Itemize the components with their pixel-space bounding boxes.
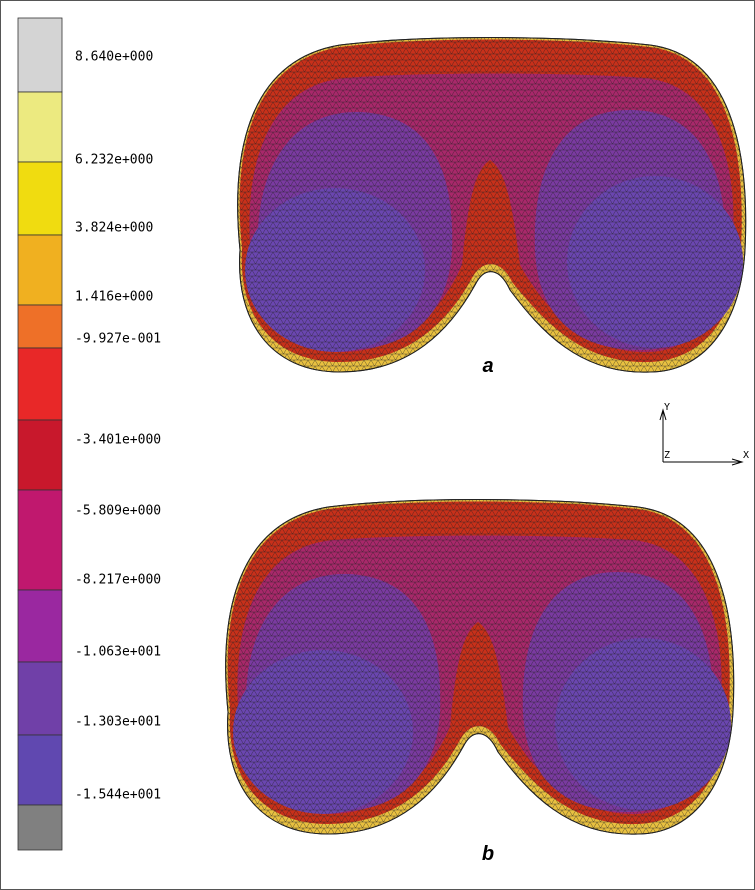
axis-label: Z bbox=[664, 450, 670, 461]
axis-triad bbox=[660, 410, 742, 465]
screenshot: 8.640e+000 6.232e+000 3.824e+000 1.416e+000… bbox=[0, 0, 755, 890]
panel-a bbox=[238, 38, 746, 373]
panel-label: a bbox=[482, 355, 493, 377]
legend-label: 1.416e+000 bbox=[75, 290, 153, 305]
legend-label: 6.232e+000 bbox=[75, 153, 153, 168]
legend-label: -8.217e+000 bbox=[75, 573, 161, 588]
legend-label: -1.063e+001 bbox=[75, 645, 161, 660]
legend-label: -9.927e-001 bbox=[75, 332, 161, 347]
legend-label: 3.824e+000 bbox=[75, 221, 153, 236]
legend-label: 8.640e+000 bbox=[75, 50, 153, 65]
legend-label: -3.401e+000 bbox=[75, 433, 161, 448]
panel-b bbox=[226, 500, 734, 835]
axis-label: Y bbox=[664, 402, 670, 413]
legend-label: -1.303e+001 bbox=[75, 715, 161, 730]
colorbar bbox=[18, 18, 62, 850]
axis-label: X bbox=[743, 450, 749, 461]
panel-label: b bbox=[482, 843, 494, 865]
legend-label: -5.809e+000 bbox=[75, 504, 161, 519]
legend-label: -1.544e+001 bbox=[75, 788, 161, 803]
legend-labels: 8.640e+000 6.232e+000 3.824e+000 1.416e+000… bbox=[75, 50, 161, 803]
